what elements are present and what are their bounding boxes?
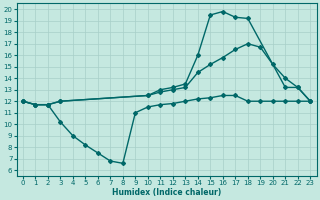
X-axis label: Humidex (Indice chaleur): Humidex (Indice chaleur) bbox=[112, 188, 221, 197]
